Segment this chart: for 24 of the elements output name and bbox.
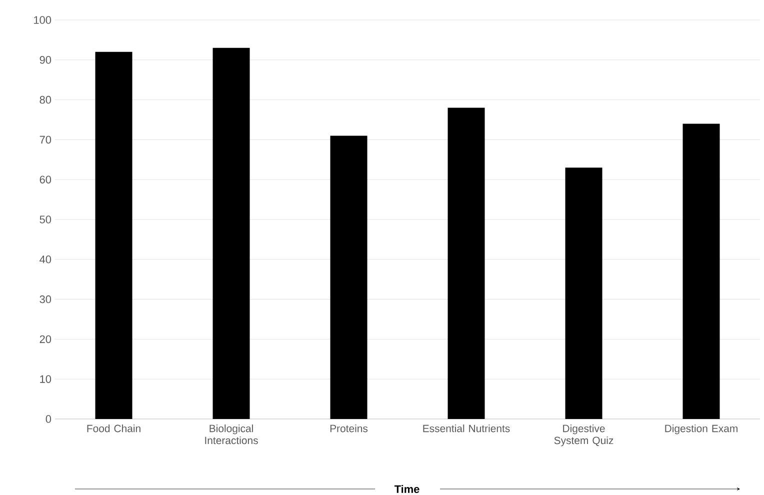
y-tick-label: 80 xyxy=(40,96,52,104)
y-tick-label: 10 xyxy=(40,375,52,383)
x-tick-label: Biological Interactions xyxy=(205,424,258,444)
x-tick-label: Digestive System Quiz xyxy=(554,424,614,446)
x-tick-label: Essential Nutrients xyxy=(423,424,510,432)
y-tick-label: 60 xyxy=(40,176,52,184)
y-tick-label: 100 xyxy=(34,16,52,24)
bar xyxy=(212,48,250,419)
x-tick-label: Digestion Exam xyxy=(665,424,738,434)
bar xyxy=(682,124,720,419)
y-tick-label: 40 xyxy=(40,256,52,264)
x-axis-title: Time xyxy=(394,484,420,494)
y-tick-label: 30 xyxy=(40,295,52,304)
x-tick-label: Food Chain xyxy=(87,424,140,432)
x-tick-label: Proteins xyxy=(330,424,368,432)
y-tick-label: 20 xyxy=(40,335,52,344)
y-tick-label: 90 xyxy=(40,56,52,64)
y-tick-label: 50 xyxy=(40,216,52,224)
bar xyxy=(448,108,485,419)
y-tick-label: 70 xyxy=(40,136,52,144)
bar xyxy=(330,136,368,419)
y-tick-label: 0 xyxy=(46,415,52,423)
bar xyxy=(565,168,602,419)
bar xyxy=(95,52,132,419)
